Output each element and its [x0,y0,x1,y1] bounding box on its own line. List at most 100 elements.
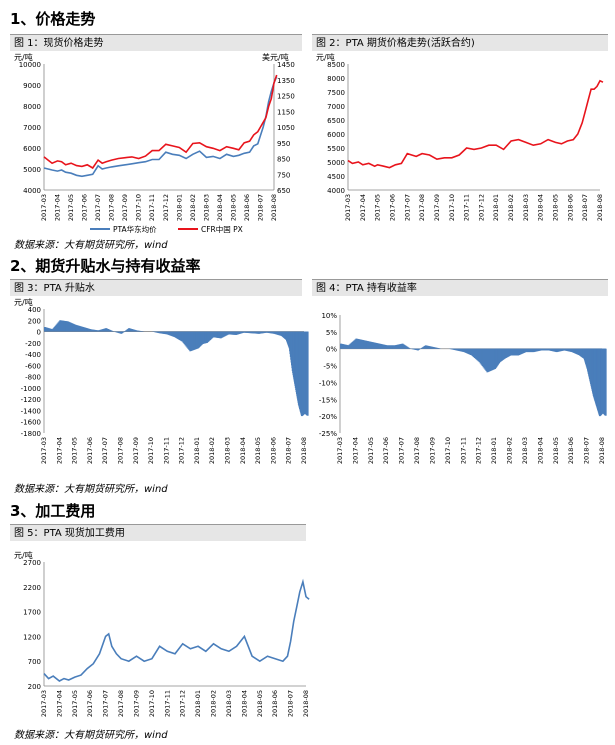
series-line-0 [347,79,604,169]
x-tick-label: 2017-06 [382,437,390,464]
bar-mark [510,348,513,356]
bar-mark [154,331,157,333]
chart4-carry-yield: 10% 5% 0% -5% -10% -15% -20% -25%2017-03 2017-04… [319,312,607,464]
bar-mark [486,348,489,373]
y-right-tick-label: 950 [277,140,290,148]
bar-mark [239,331,241,334]
bar-mark [346,345,349,349]
x-tick-label: 2018-02 [208,437,216,464]
bar-mark [523,348,525,353]
section-title-basis: 2、期货升贴水与持有收益率 [10,257,201,275]
x-tick-label: 2018-07 [287,690,295,717]
bar-mark [544,348,547,351]
y-tick-label: 0 [37,329,41,337]
bar-mark [390,345,393,349]
bar-mark [132,329,135,332]
bar-mark [566,348,569,352]
y-tick-label: -10% [319,379,337,387]
bar-mark [533,348,536,352]
x-tick-label: 2017-12 [179,690,187,717]
y-tick-label: 7500 [327,89,345,97]
bar-mark [577,348,580,356]
bar-mark [489,348,492,372]
bar-mark [260,331,263,334]
bar-mark [174,331,176,338]
chart5-caption: 图 5：PTA 现货加工费用 [10,524,306,541]
y-tick-label: -15% [319,396,337,404]
bar-mark [418,348,420,350]
bar-mark [475,348,478,360]
x-tick-label: 2017-06 [86,690,94,717]
bar-mark [423,345,426,349]
x-tick-label: 2018-06 [567,437,575,464]
bar-mark [215,331,218,338]
x-tick-label: 2017-06 [86,437,94,464]
x-tick-label: 2017-10 [148,690,156,717]
x-tick-label: 2018-06 [243,194,251,221]
bar-mark [74,324,77,332]
x-tick-label: 2018-07 [256,194,264,221]
bar-mark [512,348,515,356]
chart3-caption: 图 3：PTA 升贴水 [10,279,302,296]
bar-mark [424,345,427,349]
bar-mark [402,344,405,349]
bar-mark [470,348,472,356]
bar-mark [456,348,459,351]
y-tick-label: 6000 [327,131,345,139]
x-tick-label: 2017-05 [71,437,79,464]
bar-mark [368,341,371,349]
bar-mark [538,348,541,351]
bar-mark [428,346,431,349]
x-tick-label: 2017-09 [428,437,436,464]
x-tick-label: 2017-03 [344,194,352,221]
bar-mark [100,329,103,332]
section-title-processing-fee: 3、加工费用 [10,502,96,520]
bar-mark [241,331,244,333]
y-tick-label: 700 [28,658,41,666]
bar-mark [451,348,454,350]
bar-mark [484,348,487,370]
y-tick-label: 2700 [23,559,41,567]
y-right-tick-label: 750 [277,171,290,179]
bar-mark [520,348,523,355]
x-tick-label: 2017-11 [463,194,471,221]
bar-mark [382,344,385,349]
x-tick-label: 2017-04 [54,194,62,221]
bar-mark [514,348,517,356]
x-tick-label: 2017-11 [162,437,170,464]
x-tick-label: 2018-03 [521,437,529,464]
y-tick-label: 400 [28,306,41,314]
x-tick-label: 2018-02 [210,690,218,717]
bar-mark [352,341,355,349]
bar-mark [461,348,464,352]
bar-mark [465,348,468,353]
bar-mark [363,340,366,349]
bar-mark [554,348,557,352]
bar-mark [453,348,456,350]
bar-mark [415,348,418,350]
x-tick-label: 2018-05 [256,690,264,717]
y-tick-label: 8500 [327,61,345,69]
bar-mark [84,327,87,332]
source-note-1: 数据来源：大有期货研究所，wind [14,240,168,251]
x-tick-label: 2017-03 [40,690,48,717]
y-tick-label: 4500 [327,173,345,181]
y-tick-label: -1000 [21,385,41,393]
y-tick-label: 1200 [23,633,41,641]
bar-mark [545,348,548,351]
y-tick-label: 1700 [23,609,41,617]
bar-mark [522,348,524,354]
y-tick-label: 6500 [327,117,345,125]
x-tick-label: 2018-05 [552,194,560,221]
bar-mark [407,347,410,349]
x-tick-label: 2017-10 [444,437,452,464]
bar-mark [567,348,570,352]
bar-mark [468,348,471,355]
y-tick-label: -20% [319,413,337,421]
bar-mark [552,348,555,352]
bar-mark [377,343,380,349]
bar-mark [530,348,533,353]
bar-mark [560,348,563,352]
chart2-caption: 图 2：PTA 期货价格走势(活跃合约) [312,34,608,51]
y-tick-label: 7000 [23,124,41,132]
